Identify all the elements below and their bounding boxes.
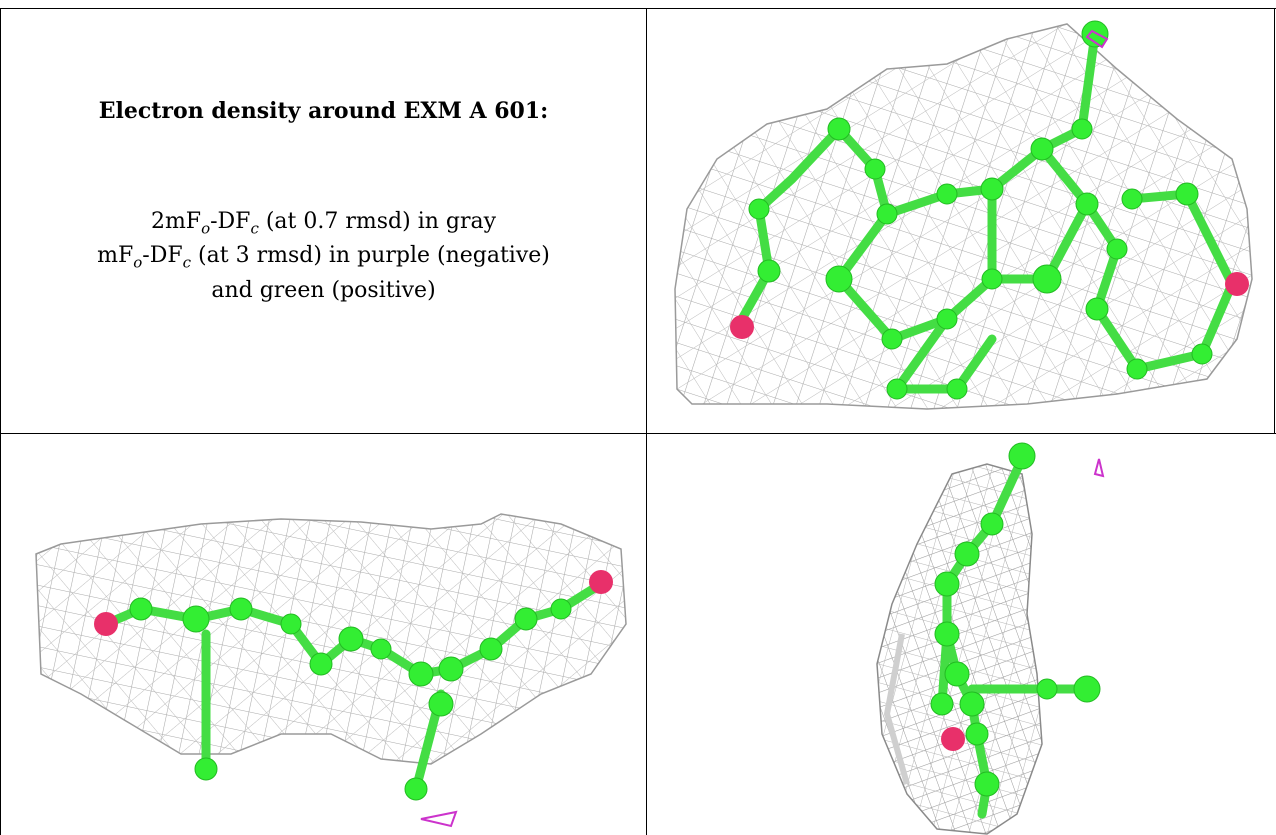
legend-line-fo-fc: mFo-DFc (at 3 rmsd) in purple (negative) [1,242,646,276]
molecule-mesh-icon [674,20,1253,410]
l1-sub-c: c [250,219,259,238]
density-panel-top-view [647,9,1274,433]
l1-post: (at 0.7 rmsd) in gray [258,209,497,234]
table-right-border [1274,8,1275,434]
molecule-mesh-icon [876,442,1105,835]
legend-title: Electron density around EXM A 601: [98,98,549,124]
legend-line-positive: and green (positive) [211,277,436,303]
legend-cell: Electron density around EXM A 601: 2mFo-… [1,8,646,433]
legend-text: 2mFo-DFc (at 0.7 rmsd) in gray mFo-DFc (… [1,208,646,305]
l1-sub-o: o [201,219,211,238]
legend-line-2fo-fc: 2mFo-DFc (at 0.7 rmsd) in gray [1,208,646,242]
density-panel-end-view [647,434,1274,835]
molecule-mesh-icon [35,513,627,828]
table-middle-border [0,433,1276,434]
density-panel-side-view [1,434,646,835]
table-center-border [646,8,647,835]
l2-post: (at 3 rmsd) in purple (negative) [191,243,550,269]
l2-mid: -DF [142,243,183,269]
l2-sub-c: c [182,253,192,272]
l1-mid: -DF [210,209,251,234]
table-left-border [0,8,1,835]
table-top-border [0,8,1276,9]
l2-sub-o: o [133,253,143,272]
l2-pre: mF [97,243,134,269]
l1-pre: 2mF [150,209,202,234]
